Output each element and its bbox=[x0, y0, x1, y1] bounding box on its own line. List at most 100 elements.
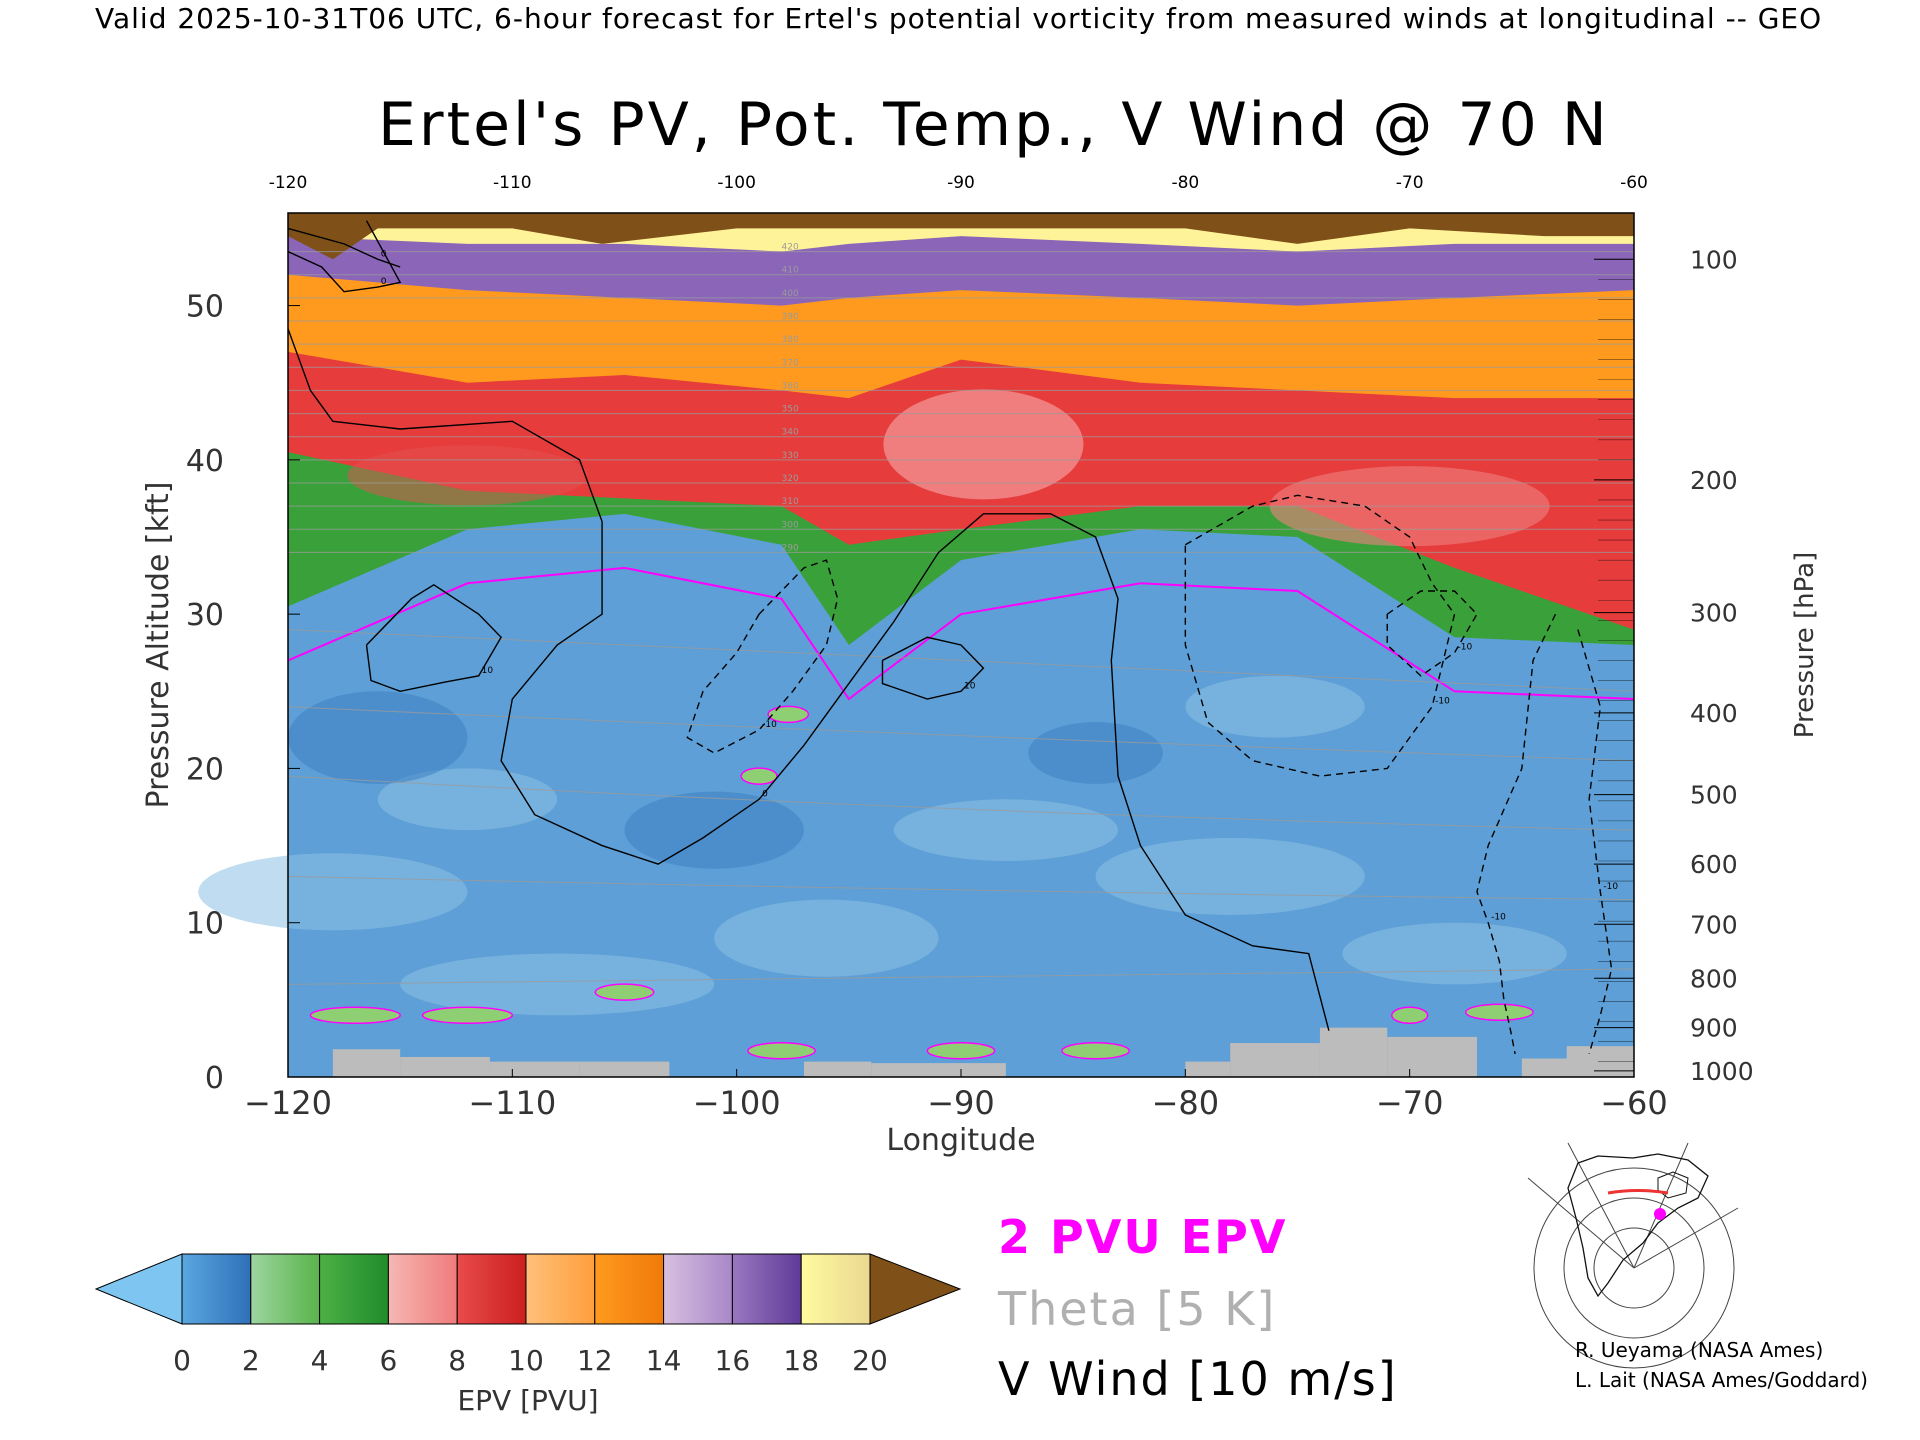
pressure-tick-label: 800 bbox=[1690, 964, 1738, 993]
vwind-label: -10 bbox=[1435, 697, 1450, 707]
colorbar-tick-label: 4 bbox=[311, 1344, 329, 1377]
colorbar-segment bbox=[663, 1253, 733, 1325]
vwind-contour bbox=[365, 583, 502, 693]
map-latitude-ring bbox=[1563, 1197, 1705, 1339]
terrain-mask bbox=[400, 1056, 490, 1077]
colorbar-tick-label: 10 bbox=[508, 1344, 544, 1377]
epv-band-brown bbox=[288, 213, 1634, 260]
vwind-contour bbox=[1184, 494, 1456, 777]
colorbar: 0 2 4 6 8 10 12 14 16 18 20 EPV [PVU] bbox=[94, 1253, 962, 1417]
epv-patch bbox=[1185, 675, 1365, 738]
plot-area: 420 410 400 390 380 370 360 350 340 330 320 310 300 2… bbox=[198, 213, 1635, 1077]
vwind-label: -10 bbox=[1603, 882, 1618, 892]
terrain-mask bbox=[1185, 1061, 1231, 1077]
colorbar-tick-label: 14 bbox=[646, 1344, 682, 1377]
terrain-mask bbox=[489, 1061, 580, 1077]
credits: R. Ueyama (NASA Ames) L. Lait (NASA Ames… bbox=[1575, 1335, 1868, 1395]
colorbar-tick-label: 16 bbox=[715, 1344, 751, 1377]
axes: −120-120−110-110−100-100−90-90−80-80−70-… bbox=[141, 173, 1668, 1158]
top-tick-label: -70 bbox=[1396, 173, 1424, 193]
theta-contour bbox=[287, 706, 1635, 762]
theta-label: 330 bbox=[782, 451, 799, 461]
credit-line: L. Lait (NASA Ames/Goddard) bbox=[1575, 1368, 1868, 1392]
y-tick-label: 30 bbox=[186, 598, 224, 633]
colorbar-segment bbox=[594, 1253, 665, 1325]
pvu-2-cell bbox=[767, 705, 810, 724]
vwind-label: 0 bbox=[381, 249, 387, 259]
vwind-label: 0 bbox=[762, 789, 768, 799]
pressure-tick-label: 200 bbox=[1690, 466, 1738, 495]
pressure-axis: 100 200 300 400 500 600 700 800 900 1000 Pressure … bbox=[1594, 245, 1820, 1086]
vwind-label: 10 bbox=[964, 681, 976, 691]
map-frame bbox=[1538, 1148, 1730, 1298]
pressure-tick-label: 400 bbox=[1690, 699, 1738, 728]
theta-label: 380 bbox=[782, 335, 799, 345]
epv-patch bbox=[714, 899, 939, 977]
x-tick-label: −80 bbox=[1152, 1084, 1220, 1122]
map-coastline bbox=[1567, 1153, 1709, 1298]
theta-contour bbox=[287, 629, 1635, 692]
map-meridian bbox=[1567, 1142, 1635, 1269]
terrain-mask bbox=[803, 1061, 872, 1077]
theta-contour bbox=[287, 875, 1635, 901]
map-latitude-ring bbox=[1593, 1227, 1675, 1309]
vwind-label: -10 bbox=[1491, 913, 1506, 923]
colorbar-tick-label: 18 bbox=[783, 1344, 819, 1377]
pressure-tick-label: 600 bbox=[1690, 850, 1738, 879]
epv-patch bbox=[400, 953, 715, 1016]
colorbar-tick-label: 12 bbox=[577, 1344, 613, 1377]
colorbar-tick-label: 2 bbox=[242, 1344, 260, 1377]
x-tick-label: −70 bbox=[1376, 1084, 1444, 1122]
theta-contour bbox=[287, 968, 1635, 985]
terrain-mask bbox=[1230, 1043, 1320, 1077]
legend-epv: 2 PVU EPV bbox=[998, 1210, 1288, 1264]
colorbar-tick-label: 0 bbox=[173, 1344, 191, 1377]
terrain-mask bbox=[1387, 1036, 1477, 1077]
colorbar-segment bbox=[181, 1253, 252, 1325]
vwind-label: 0 bbox=[381, 277, 387, 287]
y-tick-label: 10 bbox=[186, 907, 224, 942]
colorbar-segment bbox=[250, 1253, 321, 1325]
pvu-2-cell bbox=[309, 1006, 401, 1025]
colorbar-segment bbox=[525, 1253, 596, 1325]
top-tick-label: -120 bbox=[269, 173, 308, 193]
colorbar-tick-label: 8 bbox=[448, 1344, 466, 1377]
pressure-tick-label: 300 bbox=[1690, 599, 1738, 628]
vwind-contour bbox=[686, 559, 839, 754]
pvu-2-cell bbox=[1061, 1042, 1130, 1060]
colorbar-label: EPV [PVU] bbox=[457, 1384, 598, 1417]
colorbar-tick-label: 6 bbox=[379, 1344, 397, 1377]
pressure-tick-label: 700 bbox=[1690, 910, 1738, 939]
legend-theta: Theta [5 K] bbox=[998, 1282, 1277, 1336]
pressure-tick-label: 500 bbox=[1690, 781, 1738, 810]
colorbar-segment bbox=[800, 1253, 871, 1325]
pvu-2-cell bbox=[421, 1006, 514, 1025]
x-tick-label: −60 bbox=[1600, 1084, 1668, 1122]
x-tick-label: −110 bbox=[468, 1084, 556, 1122]
top-tick-label: -110 bbox=[493, 173, 532, 193]
colorbar-tick-label: 20 bbox=[852, 1344, 888, 1377]
theta-label: 360 bbox=[782, 381, 799, 391]
location-map bbox=[1527, 1142, 1739, 1369]
theta-label: 340 bbox=[782, 428, 799, 438]
map-meridian bbox=[1527, 1177, 1635, 1269]
y2-axis-label: Pressure [hPa] bbox=[1790, 552, 1820, 739]
vwind-label: -10 bbox=[1458, 643, 1473, 653]
terrain-mask bbox=[1319, 1027, 1388, 1077]
pressure-tick-label: 100 bbox=[1690, 245, 1738, 274]
pressure-tick-label: 1000 bbox=[1690, 1057, 1754, 1086]
epv-patch bbox=[198, 853, 468, 931]
vwind-label: 10 bbox=[482, 666, 494, 676]
x-axis-label: Longitude bbox=[886, 1123, 1035, 1158]
x-tick-label: −90 bbox=[927, 1084, 995, 1122]
theta-label: 320 bbox=[782, 474, 799, 484]
pvu-2-cell bbox=[594, 983, 655, 1001]
map-coastline bbox=[1657, 1171, 1689, 1199]
top-tick-label: -100 bbox=[717, 173, 756, 193]
x-tick-label: −120 bbox=[244, 1084, 332, 1122]
theta-label: 310 bbox=[782, 497, 799, 507]
chart-title: Ertel's PV, Pot. Temp., V Wind @ 70 N bbox=[378, 90, 1610, 160]
map-section-line bbox=[1607, 1189, 1669, 1195]
terrain-mask bbox=[332, 1049, 401, 1077]
pvu-2-cell bbox=[740, 767, 778, 785]
